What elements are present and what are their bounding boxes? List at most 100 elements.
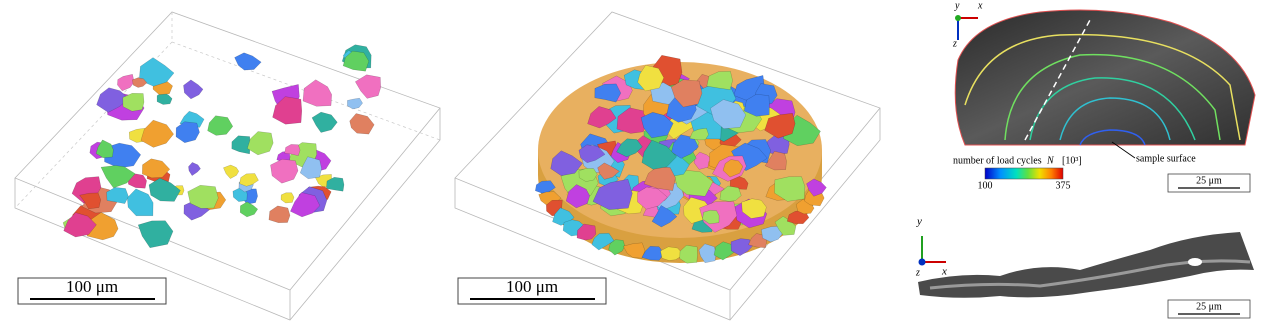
grain: [122, 93, 145, 112]
grain: [326, 176, 345, 192]
grain-cluster: [62, 44, 381, 249]
grain: [640, 112, 674, 139]
grain: [96, 87, 130, 113]
grain: [637, 186, 668, 210]
annotation: sample surface: [1136, 153, 1196, 164]
grain: [576, 223, 597, 241]
grain: [670, 79, 703, 108]
axis-label: y: [916, 216, 922, 228]
grain: [591, 232, 615, 251]
grain: [597, 162, 620, 180]
grain: [608, 239, 626, 256]
grain: [592, 179, 633, 210]
grain: [138, 57, 175, 87]
crack-surface: [954, 9, 1256, 159]
axis-label: z: [952, 38, 957, 49]
grain: [280, 192, 295, 204]
grain: [744, 93, 770, 117]
grain: [673, 170, 714, 197]
grain: [272, 96, 303, 125]
axis-label: y: [954, 0, 960, 11]
grain: [565, 184, 590, 209]
colorbar-symbol: N: [1046, 155, 1055, 166]
grain: [587, 106, 617, 129]
grain: [207, 115, 234, 136]
grain: [722, 159, 744, 178]
grain: [95, 139, 114, 158]
scale-bar: 25 μm: [1167, 299, 1251, 319]
grain: [730, 238, 753, 256]
grain: [550, 150, 583, 176]
grain: [616, 107, 648, 134]
scale-bar: 25 μm: [1167, 173, 1251, 193]
scale-label: 100 μm: [506, 277, 558, 296]
grain: [142, 158, 171, 179]
grain: [188, 162, 201, 176]
scale-label: 100 μm: [66, 277, 118, 296]
crack-profile: [918, 232, 1254, 298]
grain: [702, 209, 720, 225]
grain: [578, 144, 606, 163]
grain: [578, 168, 598, 182]
grain: [637, 64, 665, 92]
colorbar-max: 375: [1056, 180, 1071, 191]
grain: [616, 138, 643, 158]
colorbar: number of load cycles N [10³] 100 375: [953, 155, 1082, 191]
grain: [311, 111, 338, 133]
grain: [131, 77, 148, 88]
axis-label: z: [915, 267, 920, 278]
grain: [660, 246, 685, 261]
grain: [117, 74, 135, 92]
scale-label: 25 μm: [1196, 175, 1222, 186]
grain: [299, 156, 322, 180]
grain: [719, 185, 742, 202]
grain: [698, 243, 717, 264]
grain: [302, 79, 332, 107]
grain: [247, 131, 274, 156]
grain: [270, 158, 299, 184]
grain: [693, 151, 713, 170]
colorbar-label: number of load cycles: [953, 155, 1042, 166]
grain: [79, 192, 101, 210]
axis-triad: y x z: [952, 0, 983, 49]
grain: [100, 165, 136, 189]
grain: [689, 127, 709, 141]
grain: [651, 205, 678, 228]
grain: [706, 70, 733, 90]
grain: [137, 220, 174, 249]
axis-triad: y z x: [915, 216, 947, 279]
grain: [641, 139, 677, 170]
scale-bar: 100 μm: [457, 277, 607, 305]
grain: [231, 135, 251, 155]
grain: [239, 201, 259, 218]
grain: [223, 164, 240, 179]
grain: [710, 99, 747, 130]
grain: [741, 198, 767, 219]
colorbar-unit: [10³]: [1062, 155, 1082, 166]
grain: [148, 177, 181, 202]
grain: [806, 178, 827, 197]
scale-bar: 100 μm: [17, 277, 167, 305]
grain: [729, 175, 749, 190]
grain: [127, 188, 154, 217]
grain: [354, 74, 381, 99]
grain: [284, 144, 301, 156]
specimen-box: [14, 11, 441, 321]
grain: [156, 91, 173, 105]
grain: [347, 97, 363, 110]
grain: [268, 205, 291, 223]
grain: [641, 245, 665, 261]
grain: [234, 52, 262, 71]
grain: [175, 121, 200, 143]
grain: [622, 242, 646, 259]
grain: [187, 184, 219, 209]
grain: [774, 176, 806, 202]
colorbar-min: 100: [978, 180, 993, 191]
grain-map: [535, 55, 827, 264]
grain: [679, 244, 698, 264]
grain: [63, 212, 97, 238]
grain: [594, 83, 622, 103]
grain: [290, 192, 321, 218]
grain: [342, 50, 370, 72]
grain: [713, 241, 737, 261]
